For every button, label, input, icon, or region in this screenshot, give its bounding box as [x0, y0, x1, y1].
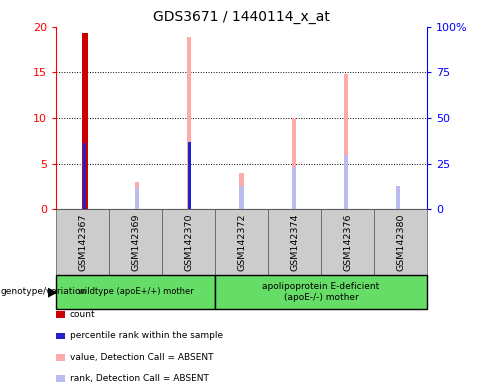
Bar: [240, 173, 244, 209]
Bar: [292, 167, 296, 209]
Bar: [396, 185, 400, 209]
Text: count: count: [70, 310, 96, 319]
Bar: [396, 187, 400, 209]
Bar: [344, 155, 348, 209]
Text: GSM142380: GSM142380: [396, 213, 405, 271]
Bar: [135, 182, 139, 209]
Bar: [83, 144, 87, 209]
Bar: [188, 142, 191, 209]
Title: GDS3671 / 1440114_x_at: GDS3671 / 1440114_x_at: [153, 10, 330, 25]
Bar: [135, 188, 139, 209]
Text: GSM142369: GSM142369: [131, 213, 140, 271]
Text: GSM142370: GSM142370: [184, 213, 193, 271]
Bar: [82, 33, 87, 209]
Text: wildtype (apoE+/+) mother: wildtype (apoE+/+) mother: [78, 287, 193, 296]
Bar: [292, 118, 296, 209]
Text: GSM142367: GSM142367: [78, 213, 87, 271]
Bar: [83, 143, 86, 209]
Text: genotype/variation: genotype/variation: [1, 287, 87, 296]
Text: rank, Detection Call = ABSENT: rank, Detection Call = ABSENT: [70, 374, 209, 383]
Text: value, Detection Call = ABSENT: value, Detection Call = ABSENT: [70, 353, 213, 362]
Text: GSM142374: GSM142374: [290, 213, 299, 271]
Text: GSM142376: GSM142376: [343, 213, 352, 271]
Text: ▶: ▶: [48, 285, 58, 298]
Bar: [344, 74, 348, 209]
Bar: [240, 187, 244, 209]
Bar: [187, 37, 191, 209]
Text: GSM142372: GSM142372: [237, 213, 246, 271]
Text: apolipoprotein E-deficient
(apoE-/-) mother: apolipoprotein E-deficient (apoE-/-) mot…: [263, 282, 380, 301]
Text: percentile rank within the sample: percentile rank within the sample: [70, 331, 223, 341]
